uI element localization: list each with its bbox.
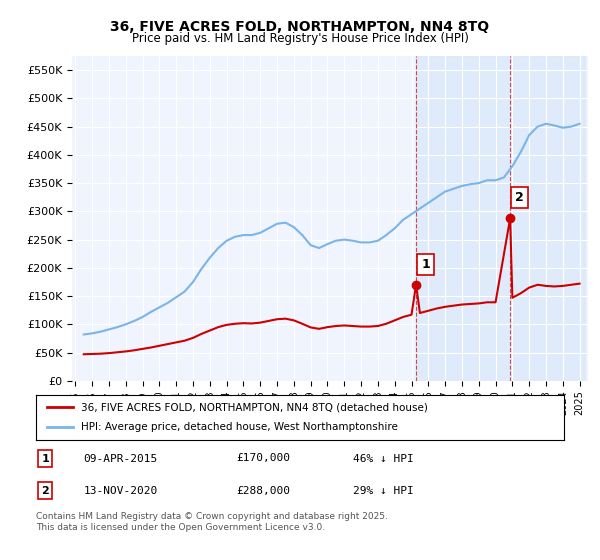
Text: 13-NOV-2020: 13-NOV-2020 [83,486,158,496]
Text: 2: 2 [41,486,49,496]
Text: 36, FIVE ACRES FOLD, NORTHAMPTON, NN4 8TQ: 36, FIVE ACRES FOLD, NORTHAMPTON, NN4 8T… [110,20,490,34]
Text: 09-APR-2015: 09-APR-2015 [83,454,158,464]
Text: 29% ↓ HPI: 29% ↓ HPI [353,486,413,496]
Text: HPI: Average price, detached house, West Northamptonshire: HPI: Average price, detached house, West… [81,422,398,432]
Text: 2: 2 [515,191,524,204]
Text: £170,000: £170,000 [236,454,290,464]
Text: Price paid vs. HM Land Registry's House Price Index (HPI): Price paid vs. HM Land Registry's House … [131,32,469,45]
Text: £288,000: £288,000 [236,486,290,496]
Text: 1: 1 [41,454,49,464]
Text: 46% ↓ HPI: 46% ↓ HPI [353,454,413,464]
Text: 36, FIVE ACRES FOLD, NORTHAMPTON, NN4 8TQ (detached house): 36, FIVE ACRES FOLD, NORTHAMPTON, NN4 8T… [81,402,428,412]
Bar [416,56,584,381]
Text: 1: 1 [421,258,430,271]
Text: Contains HM Land Registry data © Crown copyright and database right 2025.
This d: Contains HM Land Registry data © Crown c… [36,512,388,532]
